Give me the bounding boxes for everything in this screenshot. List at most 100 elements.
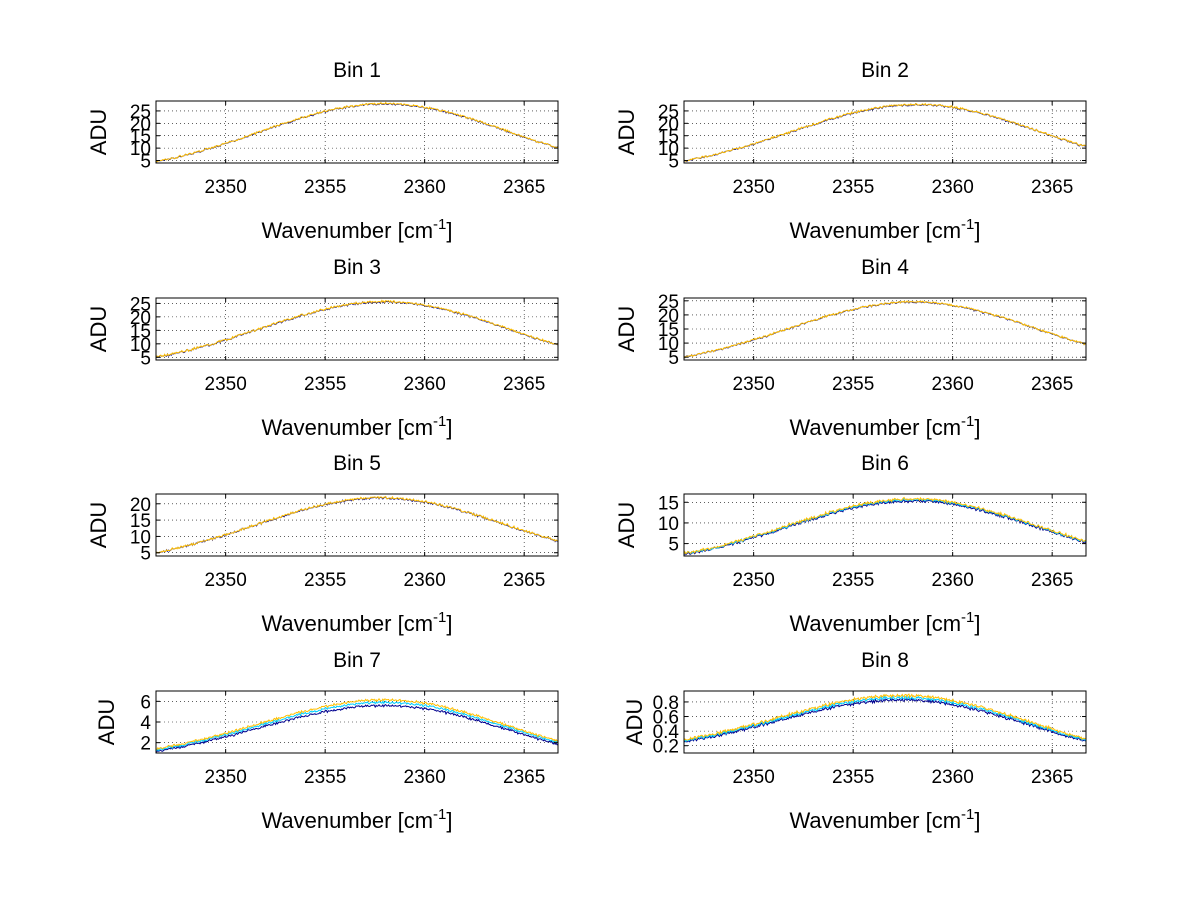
x-tick-label: 2350	[733, 767, 775, 788]
y-tick-label: 0.4	[653, 722, 680, 743]
x-axis-label-main: Wavenumber [cm	[261, 415, 433, 440]
y-axis-label: ADU	[94, 699, 119, 745]
x-tick-label: 2350	[205, 767, 247, 788]
subplot-title: Bin 6	[861, 452, 909, 475]
axes-box	[683, 100, 1087, 164]
x-axis-label-close: ]	[446, 808, 452, 833]
y-tick-label: 15	[130, 127, 151, 148]
y-axis-label: ADU	[86, 502, 111, 548]
axes-box	[155, 493, 559, 557]
x-tick-label: 2360	[404, 177, 446, 198]
x-tick-label: 2365	[1031, 177, 1073, 198]
subplot-title: Bin 8	[861, 649, 909, 672]
axes-box	[683, 493, 1087, 557]
x-axis-label-main: Wavenumber [cm	[261, 808, 433, 833]
x-tick-label: 2365	[1031, 374, 1073, 395]
x-axis-label: Wavenumber [cm-1]	[261, 413, 452, 440]
series-line-1	[683, 499, 1087, 556]
axes-box	[683, 690, 1087, 754]
x-axis-label: Wavenumber [cm-1]	[261, 806, 452, 833]
x-axis-label: Wavenumber [cm-1]	[789, 806, 980, 833]
series-line-3	[683, 693, 1087, 741]
y-tick-label: 2	[140, 734, 151, 755]
y-tick-label: 5	[668, 535, 679, 556]
x-tick-label: 2350	[205, 177, 247, 198]
x-tick-label: 2365	[1031, 767, 1073, 788]
axes-box	[155, 100, 559, 164]
x-tick-label: 2365	[503, 374, 545, 395]
x-axis-label-main: Wavenumber [cm	[789, 415, 961, 440]
y-tick-label: 0.2	[653, 737, 679, 758]
x-tick-label: 2355	[304, 767, 346, 788]
x-axis-label-close: ]	[974, 611, 980, 636]
y-tick-label: 25	[658, 292, 679, 313]
series-line-1	[683, 300, 1087, 359]
x-axis-label-superscript: -1	[433, 609, 446, 626]
subplot-title: Bin 2	[861, 59, 909, 82]
x-tick-label: 2355	[832, 374, 874, 395]
x-axis-label-main: Wavenumber [cm	[789, 611, 961, 636]
x-axis-label: Wavenumber [cm-1]	[261, 216, 452, 243]
subplot-title: Bin 7	[333, 649, 381, 672]
x-axis-label-close: ]	[446, 218, 452, 243]
x-tick-label: 2355	[832, 767, 874, 788]
y-tick-label: 20	[658, 306, 679, 327]
x-tick-label: 2360	[932, 374, 974, 395]
series-line-1	[683, 697, 1087, 743]
x-tick-label: 2360	[404, 374, 446, 395]
x-axis-label-close: ]	[974, 218, 980, 243]
x-tick-label: 2355	[832, 177, 874, 198]
y-tick-label: 20	[658, 114, 679, 135]
y-tick-label: 15	[130, 321, 151, 342]
x-tick-label: 2360	[404, 570, 446, 591]
series-line-1	[683, 102, 1087, 162]
y-axis-label: ADU	[614, 306, 639, 352]
series-line-2	[155, 101, 559, 163]
y-axis-label: ADU	[614, 109, 639, 155]
x-axis-label-close: ]	[446, 611, 452, 636]
series-line-3	[683, 496, 1087, 555]
y-tick-label: 25	[130, 294, 151, 315]
subplot-title: Bin 5	[333, 452, 381, 475]
subplot-title: Bin 1	[333, 59, 381, 82]
x-axis-label: Wavenumber [cm-1]	[789, 413, 980, 440]
x-axis-label-superscript: -1	[433, 413, 446, 430]
y-axis-label: ADU	[86, 109, 111, 155]
y-tick-label: 5	[140, 348, 151, 369]
series-line-2	[683, 300, 1087, 359]
x-axis-label-superscript: -1	[961, 609, 974, 626]
x-axis-label-main: Wavenumber [cm	[789, 808, 961, 833]
subplot-bin-7: Bin 7 2350 2355 2360 2365 246 Wavenumber [cm-1…	[94, 649, 559, 833]
x-tick-label: 2360	[932, 767, 974, 788]
y-tick-label: 5	[140, 152, 151, 173]
y-tick-label: 10	[658, 514, 679, 535]
y-tick-label: 5	[668, 348, 679, 369]
x-axis-label-superscript: -1	[961, 413, 974, 430]
y-tick-label: 5	[140, 544, 151, 565]
x-tick-label: 2350	[205, 570, 247, 591]
x-tick-label: 2355	[304, 177, 346, 198]
y-tick-label: 6	[140, 692, 151, 713]
series-line-2	[155, 299, 559, 358]
series-line-2	[155, 495, 559, 554]
series-line-1	[155, 703, 559, 753]
x-tick-label: 2355	[304, 570, 346, 591]
subplot-bin-8: Bin 8 2350 2355 2360 2365 0.20.40.60.8 Wavenum…	[622, 649, 1087, 833]
y-tick-label: 0.8	[653, 693, 679, 714]
y-tick-label: 20	[130, 114, 151, 135]
series-line-3	[155, 698, 559, 751]
x-tick-label: 2365	[503, 570, 545, 591]
y-tick-label: 10	[130, 527, 151, 548]
y-axis-label: ADU	[86, 306, 111, 352]
series-line-1	[155, 496, 559, 554]
x-axis-label-superscript: -1	[961, 216, 974, 233]
x-tick-label: 2360	[932, 570, 974, 591]
x-tick-label: 2355	[832, 570, 874, 591]
x-axis-label: Wavenumber [cm-1]	[261, 609, 452, 636]
x-axis-label-close: ]	[446, 415, 452, 440]
